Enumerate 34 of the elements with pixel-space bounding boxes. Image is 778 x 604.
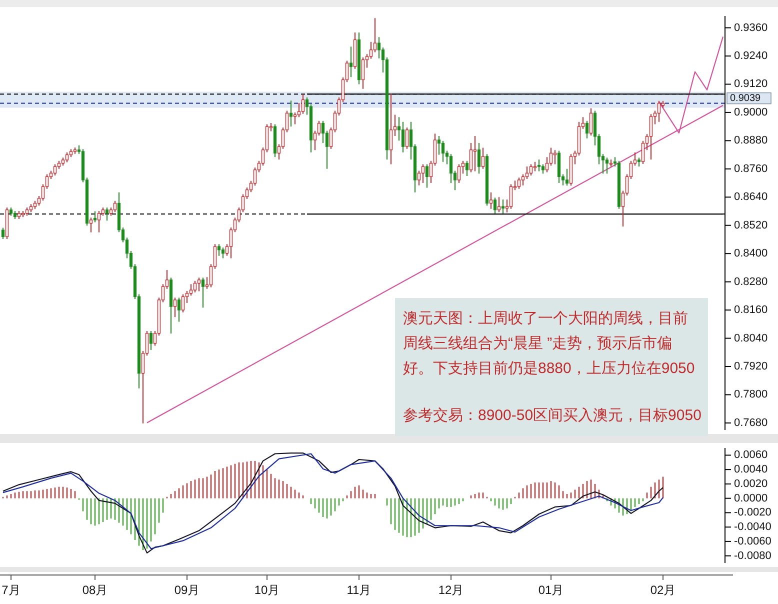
annotation: 澳元天图：上周收了一个大阳的周线，目前周线三线组合为“晨星 ”走势，预示后市偏好。下支持目前仍是8880，上压力位在9050	[403, 309, 696, 379]
y-tick-label: 0.9360	[734, 22, 768, 34]
x-tick-label: 08月	[82, 583, 108, 597]
y-tick-label: 0.0020	[734, 478, 768, 490]
y-tick-label: 0.8880	[734, 134, 768, 147]
x-tick-label: 01月	[538, 583, 564, 597]
y-tick-label: 0.9120	[734, 78, 768, 90]
x-tick-label: 09月	[174, 583, 200, 597]
y-tick-label: 0.7920	[734, 360, 768, 372]
y-tick-label: 0.7680	[734, 416, 768, 429]
y-tick-label: 0.8040	[734, 332, 768, 344]
y-tick-label: 0.8520	[734, 219, 768, 232]
y-tick-label: 0.8640	[734, 191, 768, 204]
x-tick-label: 7月	[2, 583, 20, 597]
annotation: 参考交易：8900-50区间买入澳元，目标9050	[403, 406, 702, 426]
x-tick-label: 11月	[346, 583, 372, 597]
y-tick-label: -0.0040	[734, 521, 772, 534]
y-tick-label: 0.9000	[734, 106, 768, 118]
y-tick-label: 0.0060	[734, 449, 768, 462]
x-tick-label: 02月	[650, 583, 676, 597]
y-tick-label: 0.9240	[734, 50, 768, 62]
y-tick-label: 0.8160	[734, 304, 768, 316]
y-tick-label: -0.0060	[734, 535, 772, 548]
y-tick-label: -0.0020	[734, 506, 772, 519]
ref-line-label: 0.9039	[730, 92, 762, 104]
y-tick-label: 0.7800	[734, 388, 768, 401]
y-tick-label: -0.0080	[734, 550, 772, 562]
y-tick-label: 0.8280	[734, 276, 768, 288]
y-tick-label: 0.8760	[734, 162, 768, 175]
y-tick-label: 0.8400	[734, 248, 768, 260]
x-tick-label: 10月	[254, 583, 280, 597]
y-tick-label: 0.0000	[734, 492, 768, 504]
x-tick-label: 12月	[438, 583, 464, 597]
y-tick-label: 0.0040	[734, 464, 768, 476]
